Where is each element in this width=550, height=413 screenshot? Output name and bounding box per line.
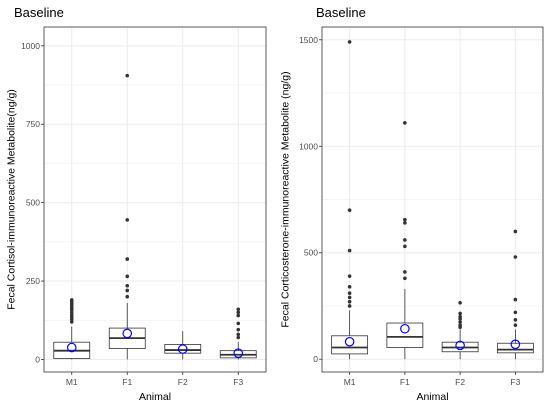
x-tick-label: F1 [400, 377, 410, 387]
outlier-point [403, 217, 407, 222]
mean-marker [233, 348, 244, 358]
mean-marker [400, 323, 410, 334]
outlier-point [403, 244, 407, 249]
y-tick-label: 0 [35, 354, 40, 364]
outlier-point [513, 310, 518, 315]
outlier-point [403, 270, 407, 274]
outlier-point [125, 257, 130, 261]
x-tick-label: F3 [510, 377, 520, 387]
outlier-point [513, 323, 518, 327]
panel-title-2: Baseline [316, 5, 366, 20]
mean-marker [122, 328, 133, 339]
outlier-point [458, 314, 462, 319]
y-axis-title: Fecal Cortisol-immunoreactive Metabolite… [6, 89, 18, 310]
y-tick-label: 1000 [21, 41, 40, 51]
box-iqr [331, 335, 369, 355]
outlier-point [513, 297, 518, 302]
outlier-point [403, 238, 407, 242]
y-tick-label: 250 [26, 276, 40, 286]
panel-border-1 [43, 26, 267, 373]
outlier-point [236, 335, 241, 340]
panel-title-1: Baseline [14, 5, 64, 20]
outlier-point [69, 310, 74, 315]
outlier-point [347, 295, 352, 300]
box-iqr [386, 322, 424, 348]
y-tick-label: 1500 [299, 35, 318, 45]
box-iqr [164, 343, 202, 354]
outlier-point [403, 221, 407, 225]
outlier-point [125, 274, 130, 279]
outlier-point [458, 323, 462, 327]
outlier-point [458, 320, 462, 324]
outlier-point [347, 304, 352, 308]
mean-marker [344, 336, 355, 347]
mean-marker [455, 340, 465, 351]
outlier-point [347, 208, 352, 212]
outlier-point [513, 255, 518, 259]
outlier-point [236, 321, 241, 326]
outlier-point [347, 248, 352, 253]
x-tick-label: F3 [233, 377, 243, 387]
outlier-point [69, 313, 74, 317]
y-axis-title: Fecal Corticosterone-immunoreactive Meta… [280, 71, 292, 327]
outlier-point [347, 274, 352, 278]
panel-border-2 [321, 26, 544, 373]
x-tick-label: F2 [178, 377, 188, 387]
outlier-point [69, 320, 74, 324]
outlier-point [236, 332, 241, 337]
outlier-point [125, 294, 130, 299]
outlier-point [236, 327, 241, 332]
y-tick-label: 500 [26, 198, 40, 208]
outlier-point [125, 73, 130, 78]
outlier-point [236, 307, 241, 312]
outlier-point [236, 310, 241, 315]
outlier-point [347, 40, 352, 44]
outlier-point [513, 229, 518, 234]
x-tick-label: M1 [66, 377, 78, 387]
outlier-point [347, 291, 352, 296]
outlier-point [513, 318, 518, 322]
outlier-point [236, 313, 241, 318]
outlier-point [347, 285, 352, 289]
outlier-point [403, 121, 407, 125]
outlier-point [69, 298, 74, 302]
outlier-point [125, 283, 130, 288]
y-tick-label: 1000 [299, 141, 318, 151]
x-axis-title: Animal [139, 391, 171, 403]
mean-marker [510, 339, 521, 350]
panel-background-1 [44, 27, 266, 372]
outlier-point [125, 288, 130, 293]
x-tick-label: F1 [122, 377, 132, 387]
outlier-point [125, 218, 130, 222]
y-tick-label: 500 [304, 248, 318, 258]
mean-marker [66, 342, 77, 353]
x-axis-title: Animal [416, 391, 448, 403]
x-tick-label: M1 [344, 377, 356, 387]
outlier-point [347, 299, 352, 304]
y-tick-label: 750 [26, 119, 40, 129]
outlier-point [458, 311, 462, 316]
mean-marker [177, 344, 188, 354]
outlier-point [458, 300, 462, 305]
x-tick-label: F2 [455, 377, 465, 387]
y-tick-label: 0 [313, 354, 318, 364]
outlier-point [403, 276, 407, 281]
